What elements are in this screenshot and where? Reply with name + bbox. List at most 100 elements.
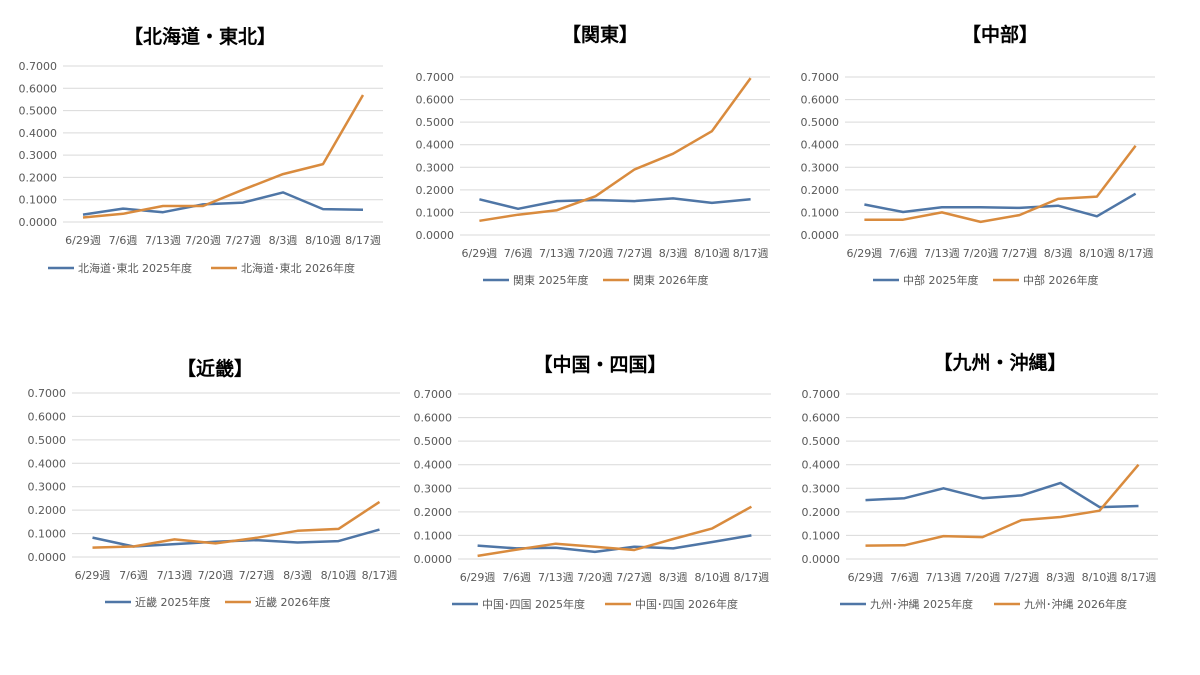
series-line-2025 <box>479 197 751 211</box>
chart-title: 【関東】 <box>561 24 638 46</box>
x-tick-label: 6/29週 <box>460 571 496 584</box>
x-tick-label: 6/29週 <box>462 247 498 260</box>
y-tick-label: 0.6000 <box>28 410 67 423</box>
y-tick-label: 0.0000 <box>801 229 840 242</box>
x-tick-label: 7/20週 <box>577 571 613 584</box>
series-line-2026 <box>865 463 1140 547</box>
x-tick-label: 8/3週 <box>1044 247 1073 260</box>
legend-label: 近畿 2025年度 <box>135 595 211 609</box>
y-tick-label: 0.2000 <box>801 184 840 197</box>
y-tick-label: 0.0000 <box>28 551 67 564</box>
x-tick-label: 6/29週 <box>848 571 884 584</box>
x-tick-label: 8/3週 <box>1046 571 1075 584</box>
y-tick-label: 0.5000 <box>414 435 453 448</box>
chart-panel-kyushu-okinawa: 【九州・沖縄】 <box>800 330 1200 675</box>
y-tick-label: 0.0000 <box>19 216 58 229</box>
x-tick-label: 8/3週 <box>283 569 312 582</box>
x-tick-label: 8/17週 <box>362 569 398 582</box>
x-tick-label: 7/27週 <box>616 571 652 584</box>
series-line-2025 <box>864 192 1137 218</box>
x-tick-label: 6/29週 <box>65 234 101 247</box>
y-tick-label: 0.0000 <box>414 553 453 566</box>
y-tick-label: 0.3000 <box>414 482 453 495</box>
chart-group: 0.0000 0.1000 0.2000 0.3000 0.4000 0.5000 0.60… <box>19 60 383 275</box>
y-tick-label: 0.6000 <box>19 82 58 95</box>
y-tick-label: 0.5000 <box>28 434 67 447</box>
chart-group: 0.0000 0.1000 0.2000 0.3000 0.4000 0.5000 0.60… <box>414 388 771 611</box>
x-tick-label: 7/13週 <box>926 571 962 584</box>
x-tick-label: 8/10週 <box>694 571 730 584</box>
x-tick-label: 7/27週 <box>239 569 275 582</box>
x-tick-label: 8/17週 <box>1121 571 1157 584</box>
y-tick-label: 0.4000 <box>28 457 67 470</box>
chart-group: 0.0000 0.1000 0.2000 0.3000 0.4000 0.5000 0.60… <box>416 71 770 287</box>
y-tick-label: 0.4000 <box>19 127 58 140</box>
y-tick-label: 0.7000 <box>28 387 67 400</box>
legend-label: 中国･四国 2025年度 <box>482 597 585 611</box>
legend-label: 九州･沖縄 2026年度 <box>1024 597 1127 611</box>
x-tick-label: 8/10週 <box>305 234 341 247</box>
chart-panel-chugoku-shikoku: 【中国・四国】 <box>400 330 800 675</box>
chart-group: 0.0000 0.1000 0.2000 0.3000 0.4000 0.5000 0.60… <box>28 387 400 609</box>
y-tick-label: 0.3000 <box>802 482 841 495</box>
legend-label: 関東 2025年度 <box>513 273 589 287</box>
y-tick-label: 0.1000 <box>19 194 58 207</box>
x-tick-label: 6/29週 <box>847 247 883 260</box>
y-tick-label: 0.7000 <box>19 60 58 73</box>
series-line-2026 <box>92 500 381 549</box>
x-tick-label: 6/29週 <box>75 569 111 582</box>
x-tick-label: 8/17週 <box>734 571 770 584</box>
legend-label: 関東 2026年度 <box>633 273 709 287</box>
x-tick-label: 7/27週 <box>617 247 653 260</box>
y-tick-label: 0.3000 <box>19 149 58 162</box>
series-line-2025 <box>82 191 364 216</box>
chart-title: 【北海道・東北】 <box>123 26 276 48</box>
x-tick-label: 7/20週 <box>965 571 1001 584</box>
chart-title: 【中部】 <box>961 24 1038 46</box>
x-tick-label: 7/20週 <box>578 247 614 260</box>
y-tick-label: 0.4000 <box>801 139 840 152</box>
chart-panel-kanto: 【関東】 <box>400 0 800 330</box>
y-tick-label: 0.4000 <box>416 139 455 152</box>
chart-title: 【近畿】 <box>176 358 253 380</box>
series-line-2026 <box>82 94 365 219</box>
y-tick-label: 0.5000 <box>801 116 840 129</box>
legend-label: 九州･沖縄 2025年度 <box>870 597 973 611</box>
y-tick-label: 0.3000 <box>801 161 840 174</box>
x-tick-label: 8/3週 <box>659 571 688 584</box>
legend-label: 北海道･東北 2025年度 <box>78 261 192 275</box>
x-tick-label: 7/27週 <box>1004 571 1040 584</box>
legend-label: 中部 2025年度 <box>903 273 979 287</box>
x-tick-label: 7/6週 <box>889 247 918 260</box>
x-tick-label: 7/13週 <box>145 234 181 247</box>
x-tick-label: 8/3週 <box>269 234 298 247</box>
y-tick-label: 0.7000 <box>802 388 841 401</box>
series-line-2026 <box>479 77 752 223</box>
legend-label: 近畿 2026年度 <box>255 595 331 609</box>
legend-label: 北海道･東北 2026年度 <box>241 261 355 275</box>
chart-group: 0.0000 0.1000 0.2000 0.3000 0.4000 0.5000 0.60… <box>801 71 1155 287</box>
x-tick-label: 7/20週 <box>185 234 221 247</box>
y-tick-label: 0.1000 <box>416 206 455 219</box>
y-tick-label: 0.4000 <box>802 459 841 472</box>
chart-title: 【九州・沖縄】 <box>933 352 1067 374</box>
x-tick-label: 7/13週 <box>924 247 960 260</box>
y-tick-label: 0.7000 <box>414 388 453 401</box>
y-tick-label: 0.2000 <box>802 506 841 519</box>
x-tick-label: 7/13週 <box>539 247 575 260</box>
y-tick-label: 0.4000 <box>414 459 453 472</box>
y-tick-label: 0.0000 <box>802 553 841 566</box>
y-tick-label: 0.2000 <box>19 171 58 184</box>
y-tick-label: 0.7000 <box>416 71 455 84</box>
x-tick-label: 7/6週 <box>109 234 138 247</box>
y-tick-label: 0.2000 <box>416 184 455 197</box>
x-tick-label: 7/27週 <box>1002 247 1038 260</box>
series-line-2026 <box>864 145 1137 224</box>
x-tick-label: 7/6週 <box>890 571 919 584</box>
y-tick-label: 0.6000 <box>801 94 840 107</box>
y-tick-label: 0.5000 <box>802 435 841 448</box>
x-tick-label: 8/3週 <box>659 247 688 260</box>
x-tick-label: 7/20週 <box>963 247 999 260</box>
x-tick-label: 7/6週 <box>119 569 148 582</box>
x-tick-label: 8/17週 <box>1118 247 1154 260</box>
